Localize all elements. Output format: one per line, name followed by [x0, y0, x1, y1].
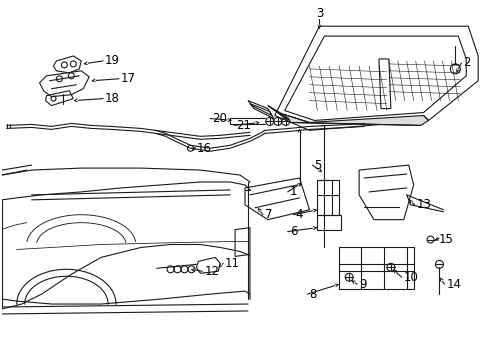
Text: 9: 9 — [358, 278, 366, 291]
Text: 15: 15 — [438, 233, 452, 246]
Text: 12: 12 — [204, 265, 219, 278]
Text: 8: 8 — [309, 288, 316, 301]
Text: 13: 13 — [416, 198, 430, 211]
Text: 18: 18 — [105, 92, 120, 105]
Text: 19: 19 — [105, 54, 120, 67]
Text: 10: 10 — [403, 271, 418, 284]
Text: 17: 17 — [121, 72, 136, 85]
Text: 16: 16 — [196, 142, 211, 155]
Text: 11: 11 — [224, 257, 240, 270]
Text: 20: 20 — [212, 112, 226, 125]
Text: 6: 6 — [289, 225, 297, 238]
Polygon shape — [277, 113, 427, 125]
Text: 3: 3 — [315, 7, 323, 20]
Text: 14: 14 — [446, 278, 461, 291]
Text: 1: 1 — [289, 185, 297, 198]
Text: 2: 2 — [462, 57, 470, 69]
Text: 5: 5 — [314, 159, 321, 172]
Text: 21: 21 — [236, 119, 250, 132]
Text: 7: 7 — [264, 208, 272, 221]
Text: 4: 4 — [295, 208, 303, 221]
